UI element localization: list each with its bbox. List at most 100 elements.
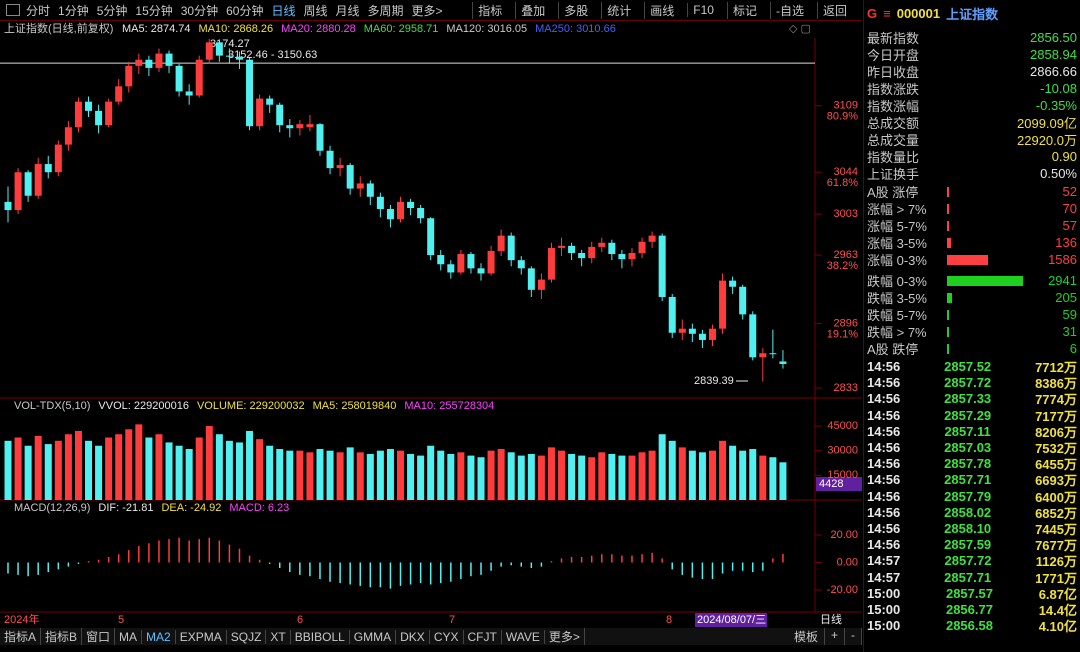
candle-body [447,264,455,273]
candle-body [507,235,515,261]
volume-bar [235,442,243,500]
indicator-tab[interactable]: SQJZ [227,629,267,644]
indicator-tab[interactable]: DKX [396,629,430,644]
stat-label: 最新指数 [867,31,920,46]
indicator-tab[interactable]: WAVE [502,629,545,644]
candle-body [145,59,153,68]
candle-body [618,254,626,260]
indicator-tab[interactable]: CYX [430,629,464,644]
template-button[interactable]: + [825,628,845,645]
tool-button[interactable]: 画线 [644,1,679,19]
stat-row: 上证换手 0.50% [867,165,1077,182]
chart-title: 上证指数(日线,前复权) [4,21,113,35]
breadth-value: 1586 [1048,252,1077,267]
volume-bar [698,452,706,500]
tool-button[interactable]: 标记 [726,1,762,19]
tool-button[interactable]: 统计 [601,1,636,19]
kline-chart: 上证指数(日线,前复权) 3174.27 3152.46 - 3150.63 2… [0,21,862,627]
period-tab[interactable]: 15分钟 [135,3,173,18]
period-tab[interactable]: 分时 [26,3,51,18]
indicator-tab[interactable]: 指标B [41,628,83,645]
volume-bar [195,437,203,500]
indicator-tab[interactable]: 更多> [545,628,585,645]
indicator-tab[interactable]: EXPMA [176,629,227,644]
window-icon[interactable]: ◇ ▢ [789,23,811,35]
tick-volume: 4.10亿 [1038,619,1077,635]
volume-bar [708,450,716,500]
indicator-tab[interactable]: MA [115,629,143,644]
indicator-tab[interactable]: XT [266,629,291,644]
candle-body [547,247,555,280]
period-tab[interactable]: 5分钟 [96,3,128,18]
volume-bar [115,434,123,500]
tool-button[interactable]: 指标 [472,1,507,19]
period-tab[interactable]: 30分钟 [180,3,219,18]
month-label: 8 [666,614,672,626]
tick-volume: 6455万 [1035,457,1077,473]
indicator-label: DEA: -24.92 [161,502,221,514]
breadth-fill [947,343,949,354]
volume-bar [296,450,304,500]
period-tab[interactable]: 60分钟 [226,3,264,18]
candle-body [719,280,727,329]
volume-bar [205,426,213,500]
stat-label: 总成交量 [867,133,920,148]
tool-button[interactable]: 返回 [816,1,852,19]
indicator-tab[interactable]: 窗口 [82,628,116,645]
indicator-tabs: 指标A 指标B 窗口 MA MA2 EXPMA SQJZ XT BBIBOLL GMMA DKX CY… [0,628,862,645]
tick-price: 2857.33 [944,391,992,407]
breadth-value: 31 [1062,324,1077,339]
indicator-label: MA5: 258019840 [313,400,397,412]
indicator-tab[interactable]: GMMA [350,629,397,644]
candle-body [608,242,616,255]
breadth-value: 52 [1062,184,1077,199]
indicator-label: MACD: 6.23 [229,502,289,514]
indicator-tab[interactable]: BBIBOLL [291,629,350,644]
volume-bar [759,455,767,500]
fib-label: 19.1% [827,328,858,340]
tool-button[interactable]: F10 [687,3,719,17]
menu[interactable]: ≡ [883,6,891,21]
template-button[interactable]: 模板 [788,628,825,645]
tool-button[interactable]: 多股 [558,1,593,19]
indicator-label: MA10: 255728304 [404,400,494,412]
breadth-bar [947,343,1070,354]
indicator-tab[interactable]: 指标A [0,628,42,645]
volume-bar [719,440,727,500]
candle-body [638,241,646,254]
tool-button[interactable]: -自选 [769,1,809,19]
stat-value: -0.35% [1035,98,1077,113]
tool-button[interactable]: 叠加 [515,1,550,19]
period-tab[interactable]: 更多> [411,3,443,18]
tick-time: 14:56 [867,472,901,488]
volume-bar [105,437,113,500]
volume-bar [14,437,22,500]
breadth-bar [947,203,1063,214]
name: 上证指数 [946,7,999,22]
period-tab[interactable]: 1分钟 [58,3,89,18]
candle-body [658,235,666,297]
template-button[interactable]: - [845,628,862,645]
period-tab[interactable]: 日线 [271,3,296,18]
indicator-tab[interactable]: MA2 [142,629,176,644]
volume-bar [457,452,465,500]
candle-body [397,201,404,220]
icon[interactable] [6,4,20,16]
period-tab[interactable]: 多周期 [367,3,404,18]
tick-time: 14:57 [867,553,901,569]
candle-body [336,165,344,169]
volume-bar [286,450,294,500]
breadth-row: 跌幅 5-7% 59 [867,306,1077,323]
tick-row: 14:57 2857.72 1126万 [867,552,1077,569]
breadth-bar [947,254,1048,265]
candle-body [235,56,243,60]
breadth-fill [947,186,949,197]
candle-body [215,42,223,56]
tick-volume: 8386万 [1035,376,1077,392]
indicator-tab[interactable]: CFJT [464,629,502,644]
period-tab[interactable]: 周线 [303,3,328,18]
breadth-bar [947,220,1063,231]
fib-label: 38.2% [827,260,858,272]
period-tab[interactable]: 月线 [335,3,360,18]
tick-volume: 7532万 [1035,441,1077,456]
